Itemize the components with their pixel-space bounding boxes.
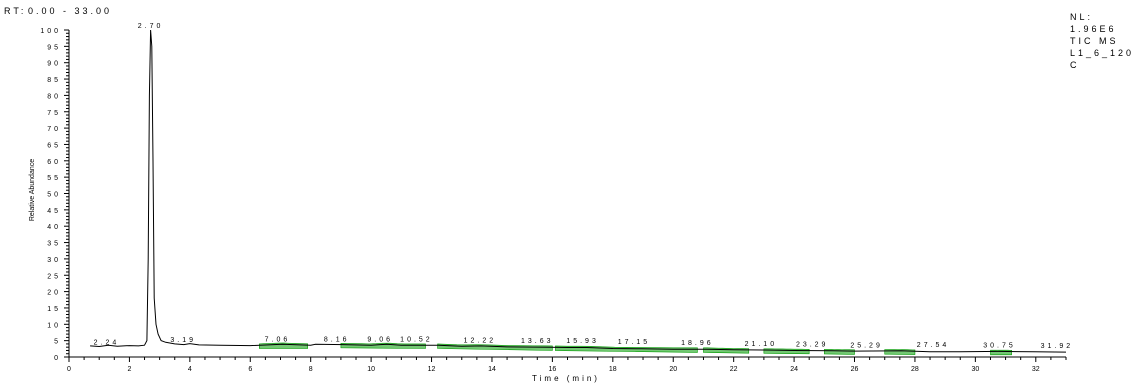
x-tick-label: 6	[248, 366, 252, 373]
x-tick-label: 0	[67, 366, 71, 373]
peak-label: 31.92	[1041, 343, 1074, 350]
peak-label: 9.06	[367, 336, 393, 343]
y-tick-label: 5	[54, 339, 61, 346]
x-tick-label: 22	[730, 366, 738, 373]
peak-label: 17.15	[618, 339, 651, 346]
y-tick-label: 85	[47, 77, 61, 84]
sample-name-cont: C	[1070, 60, 1080, 70]
peak-label: 18.96	[681, 340, 714, 347]
x-axis-title: Time (min)	[532, 374, 600, 383]
nl-label: NL:	[1070, 12, 1093, 22]
y-tick-label: 20	[47, 290, 61, 297]
x-tick-label: 30	[971, 366, 979, 373]
trace-type: TIC MS	[1070, 36, 1119, 46]
integrated-peak-region	[763, 348, 810, 355]
peak-labels: 2.24 2.70 3.19 7.06 8.16 9.06 10.52 12.22 13.63 1…	[94, 23, 1074, 350]
y-tick-label: 40	[47, 224, 61, 231]
peak-label: 23.29	[796, 341, 829, 348]
peak-label: 21.10	[745, 341, 778, 348]
integrated-peak-region	[990, 349, 1012, 356]
peak-label: 25.29	[850, 342, 883, 349]
peak-label: 15.93	[566, 338, 599, 345]
x-tick-label: 32	[1032, 366, 1040, 373]
integrated-peak-region	[437, 343, 553, 351]
y-axis-ticks: 0 5 10 15 20 25 30 35 40 45 50 55 60 65 70 75 80 85 90 95 10…	[40, 28, 69, 362]
x-tick-label: 2	[127, 366, 131, 373]
peak-label: 2.24	[94, 340, 120, 347]
integrated-regions	[259, 342, 1012, 356]
y-tick-label: 30	[47, 257, 61, 264]
y-tick-label: 80	[47, 93, 61, 100]
peak-label: 10.52	[400, 336, 433, 343]
peak-label: 27.54	[917, 342, 950, 349]
rt-range: 0.00 - 33.00	[28, 6, 112, 16]
y-tick-label: 25	[47, 273, 61, 280]
x-tick-label: 18	[609, 366, 617, 373]
y-tick-label: 60	[47, 159, 61, 166]
x-tick-label: 26	[851, 366, 859, 373]
x-tick-label: 8	[309, 366, 313, 373]
y-tick-label: 95	[47, 44, 61, 51]
peak-label: 2.70	[138, 23, 164, 30]
y-tick-label: 15	[47, 306, 61, 313]
y-tick-label: 100	[40, 28, 61, 35]
axes	[68, 30, 1066, 358]
y-axis-title: Relative Abundance	[29, 159, 36, 221]
rt-label: RT:	[4, 6, 26, 16]
x-tick-label: 4	[188, 366, 192, 373]
y-tick-label: 0	[54, 355, 61, 362]
tic-trace	[90, 29, 1067, 353]
integrated-peak-region	[884, 349, 916, 355]
peak-label: 8.16	[324, 336, 350, 343]
peak-label: 13.63	[521, 338, 554, 345]
y-tick-label: 55	[47, 175, 61, 182]
peak-label: 3.19	[170, 337, 196, 344]
y-tick-label: 35	[47, 241, 61, 248]
x-tick-label: 12	[428, 366, 436, 373]
integrated-peak-region	[824, 349, 855, 355]
x-axis-ticks: 0 2 4 6 8 10 12 14 16 18 20 22 24 26 28 30 32	[67, 357, 1067, 373]
y-tick-label: 65	[47, 142, 61, 149]
x-tick-label: 14	[488, 366, 496, 373]
x-tick-label: 16	[548, 366, 556, 373]
y-tick-label: 10	[47, 322, 61, 329]
x-tick-label: 20	[669, 366, 677, 373]
y-tick-label: 90	[47, 61, 61, 68]
x-tick-label: 10	[367, 366, 375, 373]
peak-label: 12.22	[464, 338, 497, 345]
peak-label: 7.06	[265, 336, 291, 343]
integrated-peak-region	[703, 347, 750, 354]
y-tick-label: 70	[47, 126, 61, 133]
y-tick-label: 75	[47, 110, 61, 117]
sample-name: L1_6_120	[1070, 48, 1134, 58]
x-tick-label: 28	[911, 366, 919, 373]
peak-label: 30.75	[983, 342, 1016, 349]
y-tick-label: 45	[47, 208, 61, 215]
x-tick-label: 24	[790, 366, 798, 373]
y-tick-label: 50	[47, 192, 61, 199]
integrated-peak-region	[340, 342, 426, 349]
nl-value: 1.96E6	[1070, 24, 1117, 34]
